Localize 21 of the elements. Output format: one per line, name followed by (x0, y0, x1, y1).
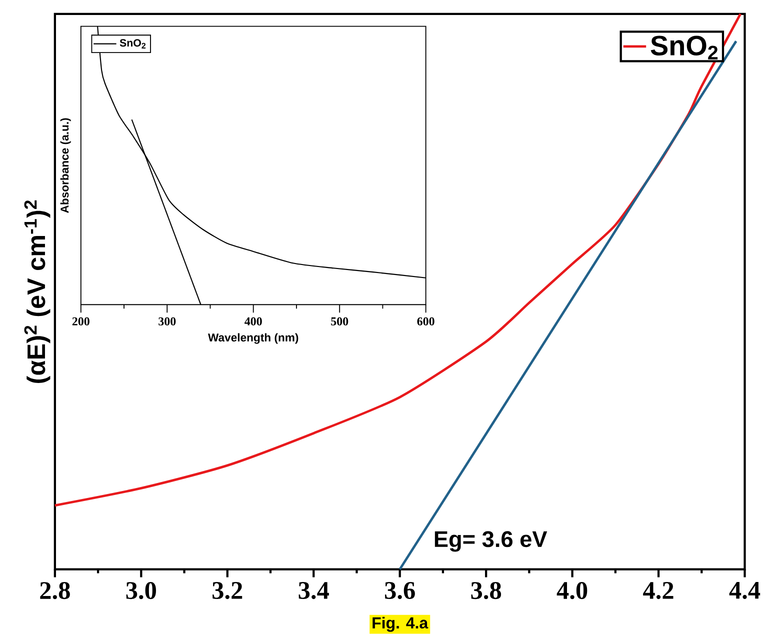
x-tick-label: 300 (158, 317, 176, 326)
x-tick-label: 3.0 (126, 582, 156, 600)
x-tick-label: 3.4 (298, 582, 329, 599)
x-tick-label: 4.0 (556, 582, 588, 600)
x-tick-label: 4.4 (729, 582, 760, 599)
x-tick-label: 200 (72, 317, 90, 326)
caption: Fig. 4.a (372, 616, 428, 632)
x-tick-label: 500 (331, 317, 348, 326)
x-tick-label: 3.8 (471, 582, 502, 600)
x-tick-label: 3.6 (384, 582, 415, 599)
x-tick-label: 2.8 (40, 582, 70, 600)
x-tick-label: 400 (244, 317, 262, 326)
x-tick-label: 600 (417, 317, 434, 326)
legend-label: SnO$_{2}$ (120, 39, 146, 48)
legend-label: SnO$_{2}$ (650, 36, 718, 60)
x-tick-label: 4.2 (643, 582, 674, 599)
annotation: Eg= 3.6 eV (434, 531, 548, 552)
x-axis-title: Wavelength (nm) (208, 333, 298, 344)
y-axis-title: Absorbance (a.u.) (60, 118, 71, 213)
x-tick-label: 3.2 (212, 582, 242, 599)
y-axis-title: (αE)$^{2}$ (eV cm$^{-1}$)$^{2}$ (24, 200, 50, 383)
